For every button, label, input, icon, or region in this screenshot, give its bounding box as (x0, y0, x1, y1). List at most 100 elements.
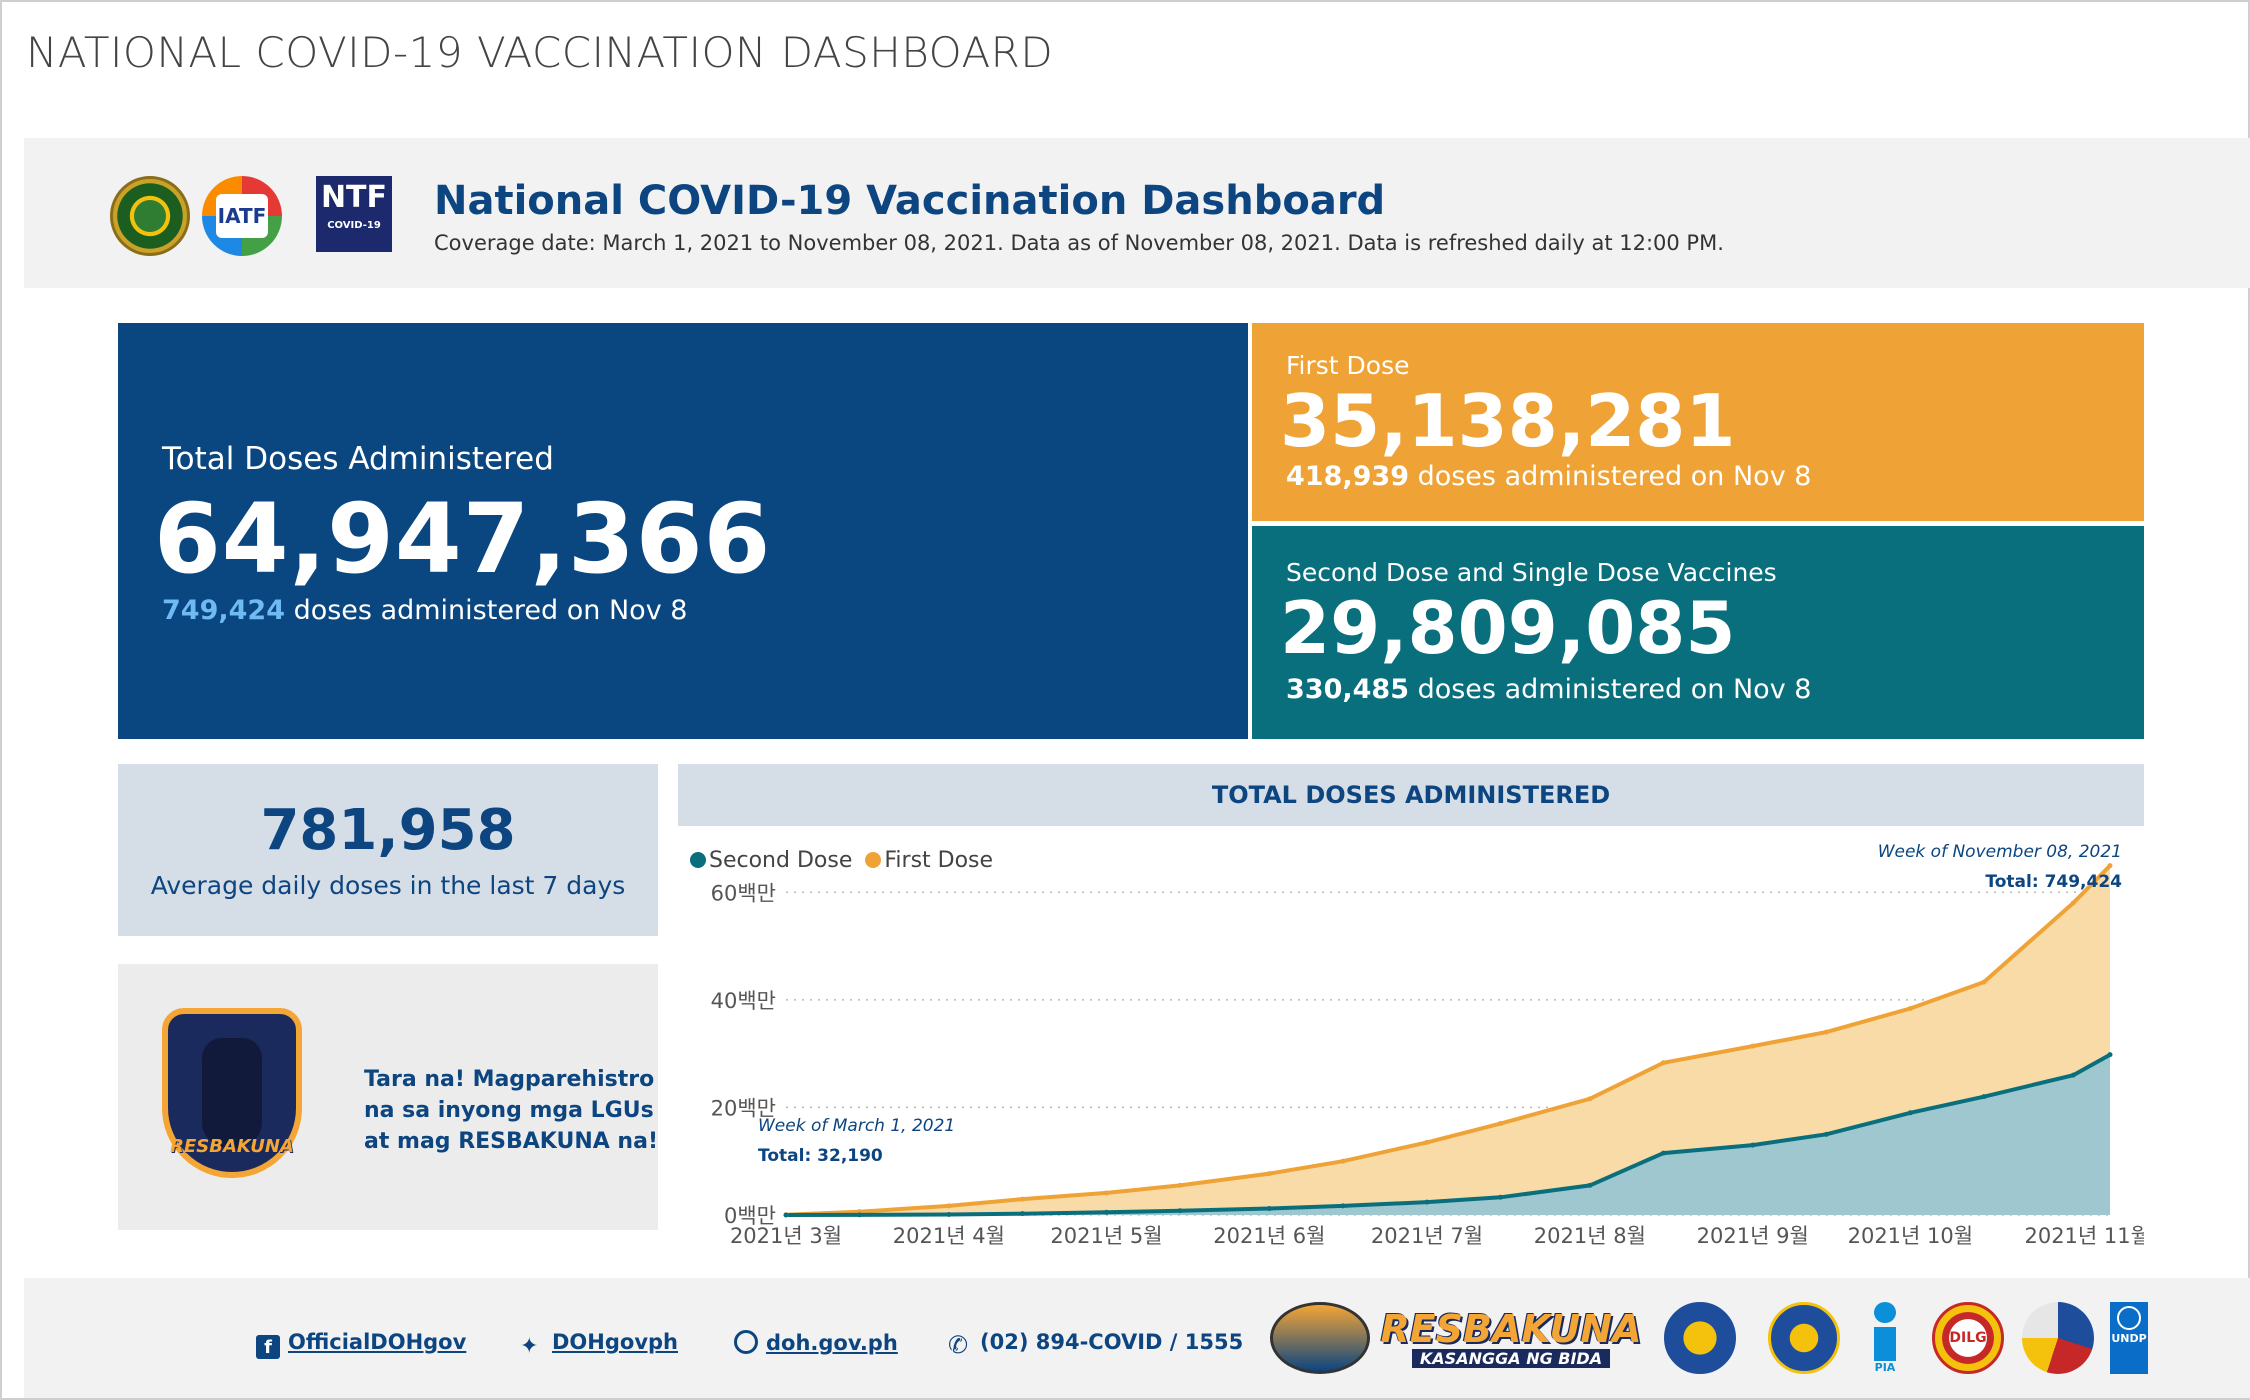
second-dose-point (1750, 1142, 1756, 1148)
pia-logo-bar (1874, 1326, 1896, 1361)
dilg-seal-icon: DILG (1932, 1302, 2004, 1374)
first-dose-label: First Dose (1286, 351, 1410, 380)
phone-hotline[interactable]: ✆ (02) 894-COVID / 1555 (948, 1330, 1243, 1357)
promo-line: at mag RESBAKUNA na! (364, 1129, 658, 1154)
website-link[interactable]: doh.gov.ph (734, 1330, 898, 1355)
globe-icon (734, 1330, 758, 1354)
facebook-link-text: OfficialDOHgov (288, 1330, 467, 1354)
first-dose-point (1750, 1043, 1756, 1049)
footer: f OfficialDOHgov ✦ DOHgovph doh.gov.ph ✆ (0… (24, 1278, 2250, 1398)
legend-item-first-dose[interactable]: First Dose (865, 848, 993, 873)
iatf-logo-icon: IATF (202, 176, 282, 256)
resbakuna-logo-word: RESBAKUNA (1380, 1306, 1642, 1351)
promo-text: Tara na! Magparehistro na sa inyong mga … (364, 1064, 658, 1157)
second-daily-text: doses administered on Nov 8 (1417, 674, 1812, 705)
ntf-logo-subtext: COVID-19 (327, 220, 381, 231)
first-dose-daily: 418,939 doses administered on Nov 8 (1286, 461, 1811, 492)
dilg-seal-text: DILG (1949, 1330, 1987, 1346)
total-doses-card: Total Doses Administered 64,947,366 749,… (118, 323, 1248, 739)
website-link-text: doh.gov.ph (766, 1331, 898, 1355)
first-dose-point (946, 1203, 952, 1209)
phone-icon: ✆ (948, 1331, 969, 1359)
phone-hotline-text: (02) 894-COVID / 1555 (980, 1330, 1244, 1354)
first-dose-point (1498, 1121, 1504, 1127)
page-title: NATIONAL COVID-19 VACCINATION DASHBOARD (26, 28, 1054, 77)
x-tick-label: 2021년 9월 (1697, 1224, 1809, 1248)
pia-logo-text: PIA (1874, 1361, 1896, 1374)
facebook-link[interactable]: f OfficialDOHgov (256, 1330, 466, 1359)
second-dose-area (786, 1054, 2110, 1215)
first-dose-point (1907, 1005, 1913, 1011)
y-tick-label: 40백만 (711, 989, 776, 1013)
total-doses-label: Total Doses Administered (162, 441, 554, 477)
first-dose-area (786, 865, 2110, 1215)
legend-label-first-dose: First Dose (884, 848, 994, 873)
first-dose-point (1019, 1196, 1025, 1202)
y-tick-label: 20백만 (711, 1096, 776, 1120)
ops-seal-icon (1768, 1302, 1840, 1374)
second-dose-point (1019, 1211, 1025, 1217)
second-dose-point (1907, 1110, 1913, 1116)
chart-title: TOTAL DOSES ADMINISTERED (678, 764, 2144, 826)
annotation-start-week: Week of March 1, 2021 (758, 1116, 956, 1136)
first-dose-point (2070, 900, 2076, 906)
x-tick-label: 2021년 8월 (1534, 1224, 1646, 1248)
ndrrmc-seal-icon (2022, 1302, 2094, 1374)
second-dose-point (2107, 1052, 2113, 1058)
first-dose-value: 35,138,281 (1280, 379, 1736, 463)
y-tick-label: 0백만 (724, 1204, 776, 1228)
total-doses-value: 64,947,366 (154, 483, 772, 595)
second-dose-point (1266, 1206, 1272, 1212)
pcoo-seal-icon (1664, 1302, 1736, 1374)
first-dose-point (1103, 1190, 1109, 1196)
iatf-logo-text: IATF (216, 194, 268, 238)
x-tick-label: 2021년 7월 (1371, 1224, 1483, 1248)
average-daily-label: Average daily doses in the last 7 days (150, 871, 626, 900)
badge-shield (162, 1008, 302, 1178)
second-dose-line (785, 1052, 2111, 1217)
bida-logo-icon (1270, 1302, 1370, 1374)
annotation-end-total: Total: 749,424 (1985, 872, 2122, 892)
legend-item-second-dose[interactable]: Second Dose (690, 848, 859, 873)
first-dose-point (1424, 1139, 1430, 1145)
annotation-start-total: Total: 32,190 (758, 1146, 883, 1166)
average-daily-card: 781,958 Average daily doses in the last … (118, 764, 658, 936)
second-dose-point (783, 1212, 789, 1218)
second-dose-point (2070, 1072, 2076, 1078)
pia-logo-icon: PIA (1870, 1302, 1900, 1374)
x-tick-label: 2021년 3월 (730, 1224, 842, 1248)
legend-swatch-first-dose (865, 852, 882, 868)
second-dose-point (857, 1212, 863, 1218)
ntf-logo-text: NTF (320, 180, 388, 215)
second-dose-point (946, 1211, 952, 1217)
second-dose-point (1340, 1203, 1346, 1209)
y-tick-label: 60백만 (711, 881, 776, 905)
second-dose-label: Second Dose and Single Dose Vaccines (1286, 558, 1777, 587)
first-dose-point (1177, 1182, 1183, 1188)
resbakuna-promo[interactable]: RESBAKUNA Tara na! Magparehistro na sa i… (118, 964, 658, 1230)
second-dose-value: 29,809,085 (1280, 586, 1736, 670)
undp-logo-icon: UNDP (2110, 1302, 2148, 1374)
average-daily-value: 781,958 (260, 798, 516, 863)
second-dose-point (1424, 1199, 1430, 1205)
second-dose-daily: 330,485 doses administered on Nov 8 (1286, 674, 1811, 705)
x-tick-label: 2021년 5월 (1050, 1224, 1162, 1248)
peace-hand-icon (202, 1038, 262, 1148)
first-daily-value: 418,939 (1286, 461, 1409, 492)
twitter-link[interactable]: ✦ DOHgovph (520, 1330, 678, 1359)
total-doses-area-chart[interactable]: 0백만 20백만 40백만 60백만 2021년 3월 2021년 4월 2021년 5월 2… (678, 830, 2144, 1260)
legend-label-second-dose: Second Dose (709, 848, 853, 873)
pia-logo-dot (1874, 1302, 1896, 1323)
total-doses-daily: 749,424 doses administered on Nov 8 (162, 595, 687, 626)
second-dose-point (1587, 1182, 1593, 1188)
undp-globe (2117, 1306, 2141, 1330)
dashboard-title: National COVID-19 Vaccination Dashboard (434, 178, 1386, 224)
first-dose-point (1266, 1171, 1272, 1177)
second-dose-card: Second Dose and Single Dose Vaccines 29,… (1252, 526, 2144, 739)
resbakuna-logo-icon: RESBAKUNA KASANGGA NG BIDA (1380, 1302, 1642, 1374)
resbakuna-badge-icon: RESBAKUNA (152, 1008, 312, 1188)
first-dose-point (1340, 1158, 1346, 1164)
second-dose-point (1981, 1094, 1987, 1100)
promo-line: na sa inyong mga LGUs (364, 1098, 654, 1123)
